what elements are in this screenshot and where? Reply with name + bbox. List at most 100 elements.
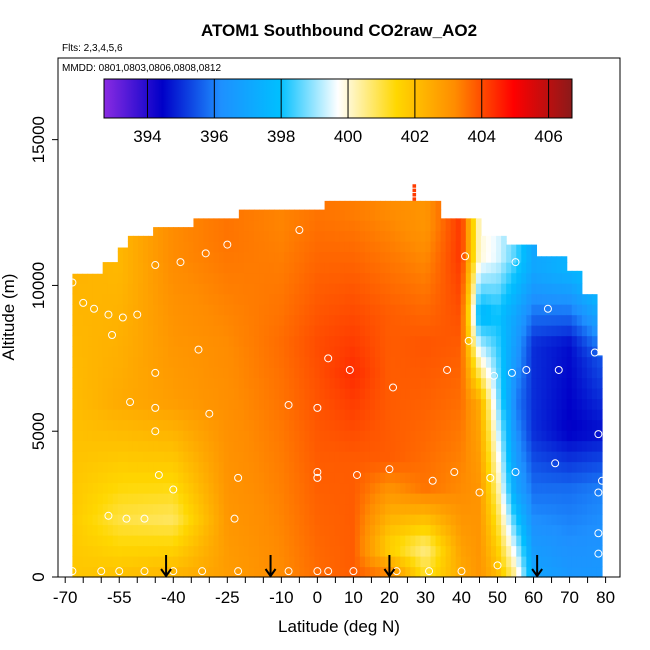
- heatmap-cell: [541, 367, 548, 379]
- heatmap-cell: [445, 503, 452, 515]
- heatmap-cell: [309, 524, 316, 536]
- heatmap-cell: [77, 556, 84, 568]
- heatmap-cell: [279, 335, 285, 347]
- heatmap-cell: [223, 451, 230, 463]
- heatmap-cell: [405, 220, 411, 232]
- heatmap-cell: [329, 482, 336, 494]
- heatmap-cell: [390, 262, 396, 274]
- heatmap-cell: [571, 482, 578, 494]
- heatmap-cell: [395, 514, 401, 526]
- heatmap-cell: [203, 283, 210, 295]
- heatmap-cell: [213, 220, 220, 232]
- heatmap-cell: [334, 545, 341, 557]
- heatmap-cell: [475, 283, 482, 295]
- heatmap-cell: [77, 335, 84, 347]
- heatmap-cell: [72, 304, 79, 316]
- heatmap-cell: [137, 314, 144, 326]
- heatmap-cell: [521, 472, 527, 484]
- heatmap-cell: [319, 262, 326, 274]
- heatmap-cell: [425, 535, 432, 547]
- heatmap-cell: [470, 514, 477, 526]
- heatmap-cell: [571, 356, 578, 368]
- heatmap-cell: [299, 314, 306, 326]
- heatmap-cell: [158, 251, 164, 263]
- heatmap-cell: [516, 325, 522, 337]
- heatmap-cell: [375, 314, 381, 326]
- heatmap-cell: [450, 440, 457, 452]
- heatmap-cell: [112, 262, 119, 274]
- colorbar-strip: [103, 78, 573, 119]
- heatmap-cell: [501, 367, 507, 379]
- heatmap-cell: [334, 356, 341, 368]
- heatmap-cell: [546, 556, 553, 568]
- heatmap-cell: [198, 535, 205, 547]
- heatmap-cell: [364, 419, 371, 431]
- heatmap-cell: [122, 461, 129, 473]
- heatmap-cell: [143, 493, 149, 505]
- heatmap-cell: [122, 535, 129, 547]
- heatmap-cell: [491, 419, 497, 431]
- heatmap-cell: [132, 409, 139, 421]
- sample-point: [313, 567, 322, 576]
- heatmap-cell: [364, 200, 371, 211]
- heatmap-cell: [102, 367, 109, 379]
- heatmap-cell: [364, 283, 371, 295]
- heatmap-cell: [153, 241, 159, 253]
- heatmap-cell: [309, 482, 316, 494]
- heatmap-cell: [153, 346, 159, 358]
- heatmap-cell: [470, 451, 477, 463]
- heatmap-cell: [400, 314, 406, 326]
- heatmap-cell: [546, 461, 553, 473]
- heatmap-cell: [324, 272, 331, 284]
- heatmap-cell: [319, 356, 326, 368]
- heatmap-cell: [415, 482, 422, 494]
- heatmap-cell: [87, 273, 94, 284]
- heatmap-cell: [329, 388, 336, 400]
- heatmap-cell: [274, 482, 280, 494]
- heatmap-cell: [137, 356, 144, 368]
- heatmap-cell: [440, 346, 447, 358]
- heatmap-cell: [369, 230, 376, 242]
- heatmap-cell: [339, 220, 346, 232]
- heatmap-cell: [92, 377, 99, 389]
- heatmap-cell: [269, 535, 275, 547]
- arrow-head: [531, 568, 543, 578]
- heatmap-cell: [460, 283, 467, 295]
- heatmap-cell: [506, 244, 512, 253]
- heatmap-cell: [87, 461, 94, 473]
- heatmap-cell: [248, 272, 255, 284]
- heatmap-cell: [284, 272, 290, 284]
- heatmap-cell: [349, 388, 356, 400]
- heatmap-cell: [349, 241, 356, 253]
- heatmap-cell: [309, 377, 316, 389]
- heatmap-cell: [501, 514, 507, 526]
- heatmap-cell: [122, 247, 129, 253]
- heatmap-cell: [87, 556, 94, 568]
- heatmap-cell: [334, 251, 341, 263]
- heatmap-cell: [284, 398, 290, 410]
- heatmap-cell: [506, 493, 512, 505]
- heatmap-cell: [531, 314, 538, 326]
- heatmap-cell: [521, 283, 527, 295]
- heatmap-cell: [349, 556, 356, 568]
- heatmap-cell: [143, 409, 149, 421]
- heatmap-cell: [289, 304, 295, 316]
- heatmap-cell: [102, 514, 109, 526]
- heatmap-cell: [349, 430, 356, 442]
- heatmap-cell: [107, 514, 114, 526]
- heatmap-cell: [264, 272, 270, 284]
- heatmap-cell: [329, 220, 336, 232]
- heatmap-cell: [132, 241, 139, 253]
- heatmap-cell: [173, 241, 179, 253]
- heatmap-cell: [77, 377, 84, 389]
- heatmap-cell: [380, 346, 386, 358]
- heatmap-cell: [561, 440, 568, 452]
- heatmap-cell: [375, 524, 381, 536]
- heatmap-cell: [132, 251, 139, 263]
- heatmap-cell: [168, 251, 174, 263]
- heatmap-cell: [153, 545, 159, 557]
- heatmap-cell: [566, 367, 573, 379]
- heatmap-cell: [596, 545, 603, 557]
- heatmap-cell: [364, 325, 371, 337]
- heatmap-cell: [304, 524, 311, 536]
